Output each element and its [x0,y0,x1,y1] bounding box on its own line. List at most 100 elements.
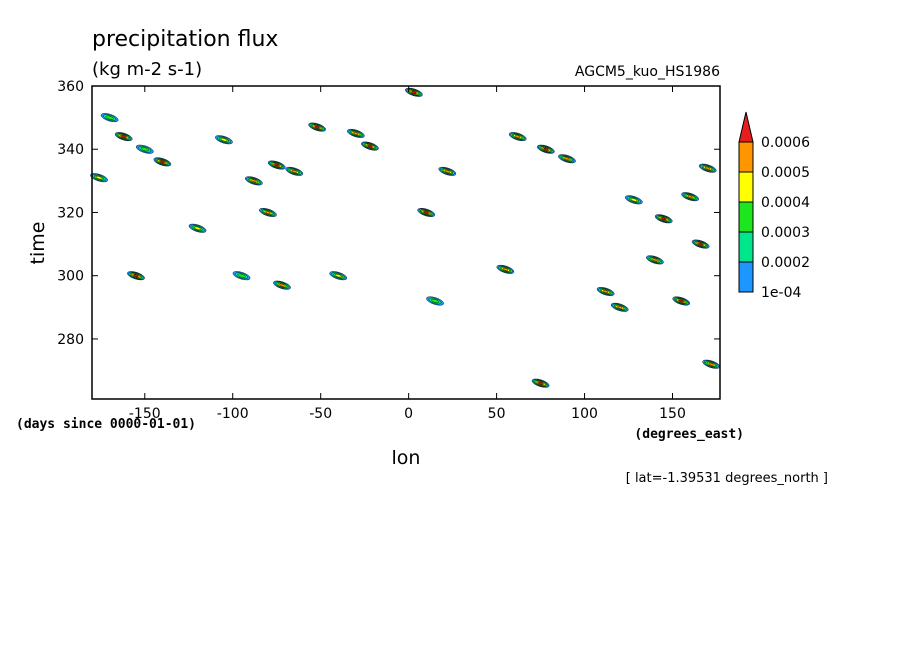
precip-cell-35 [698,163,717,173]
precip-cell-6-band-3 [194,226,201,230]
colorbar: 1e-04 0.0002 0.0003 0.0004 0.0005 0.0006 [738,111,810,301]
precip-cell-33-band-4 [687,195,693,199]
precip-cell-23-band-4 [515,135,521,139]
colorbar-label-4: 0.0005 [761,165,810,181]
precip-cell-24-band-5 [538,381,543,385]
precip-cell-20 [426,296,444,306]
y-tick-label-3: 340 [57,142,84,158]
precip-cell-13-band-4 [291,169,297,173]
chart-title: precipitation flux [92,27,278,52]
chart-source: AGCM5_kuo_HS1986 [575,64,720,80]
y-axis-units: (days since 0000-01-01) [16,417,196,432]
plot-background [92,86,720,399]
precip-cell-34-band-5 [698,242,703,246]
precip-cell-14-band-5 [314,125,320,129]
precip-cell-2-band-5 [121,135,126,138]
precip-cell-33 [681,192,699,202]
y-tick-label-1: 300 [57,269,84,285]
x-axis-ticks: -150 -100 -50 0 50 100 150 [129,86,686,422]
x-axis-label: lon [392,447,421,469]
x-tick-label-6: 150 [659,406,686,422]
precip-cell-23 [508,132,527,142]
precip-cell-9-band-4 [251,179,257,183]
precip-cell-28 [610,302,629,312]
precip-cell-32 [672,296,691,306]
colorbar-swatch-1 [738,231,754,263]
precip-cell-34 [691,239,710,249]
y-tick-label-4: 360 [57,79,84,95]
y-axis-ticks: 280 300 320 340 360 [57,79,720,348]
precip-cell-11 [267,160,286,170]
y-axis-label: time [27,222,49,265]
colorbar-swatch-4 [738,141,754,173]
colorbar-label-1: 0.0002 [761,255,810,271]
colorbar-label-3: 0.0004 [761,195,810,211]
x-tick-label-2: -50 [309,406,332,422]
y-tick-label-0: 280 [57,332,84,348]
precip-cell-19 [417,207,436,217]
chart-units: (kg m-2 s-1) [92,59,202,80]
precip-cell-16-band-4 [353,132,359,135]
precip-cell-36-band-4 [708,362,714,366]
plot-area: -150 -100 -50 0 50 100 150 280 300 320 340 360 [57,79,721,422]
x-tick-label-5: 100 [571,406,598,422]
colorbar-label-2: 0.0003 [761,225,810,241]
precip-cell-9 [245,176,263,186]
precip-cell-6 [188,223,207,233]
slice-annotation: [ lat=-1.39531 degrees_north ] [626,471,828,486]
x-axis-units: (degrees_east) [634,427,744,442]
plot-frame [91,85,721,400]
precip-cell-27 [596,287,615,296]
precip-cell-20-band-2 [430,298,440,304]
precip-cell-15 [329,271,348,281]
precip-cell-19-band-5 [423,211,429,214]
precip-cell-1-band-2 [105,115,114,120]
colorbar-swatch-0 [738,261,754,293]
precipitation-cells [90,87,721,388]
precip-cell-7 [215,135,233,145]
precip-cell-30-band-4 [652,258,658,262]
precip-cell-31-band-5 [661,217,666,221]
precip-cell-25 [537,144,555,154]
precip-cell-2 [114,132,133,142]
x-tick-label-3: 0 [404,406,413,422]
precip-cell-18 [405,87,423,97]
precip-cell-3-band-5 [133,274,139,277]
precip-cell-17 [361,141,379,151]
precip-cell-31 [654,214,673,224]
precip-cell-18-band-5 [411,91,417,94]
precip-cell-25-band-5 [543,148,549,151]
precip-cell-29 [624,195,643,205]
precip-cell-13 [285,166,304,176]
precip-cell-8-band-2 [237,273,246,278]
precip-cell-0-band-3 [95,176,103,180]
precip-cell-3 [127,271,145,281]
precip-cell-28-band-4 [617,305,623,309]
precip-cell-21 [438,166,457,176]
x-tick-label-4: 50 [488,406,506,422]
precip-cell-1 [100,113,119,123]
x-tick-label-1: -100 [217,406,249,422]
colorbar-label-5: 0.0006 [761,135,810,151]
colorbar-extend-arrow [738,111,754,143]
colorbar-swatch-2 [738,201,754,233]
colorbar-swatch-3 [738,171,754,203]
precip-cell-16 [347,128,365,138]
precip-cell-12 [273,280,291,290]
precip-cell-26-band-4 [564,157,570,161]
precip-cell-36 [702,359,721,369]
precip-cell-4 [135,144,154,154]
precip-cell-11-band-5 [274,163,279,167]
precip-cell-27-band-4 [602,290,609,293]
precip-cell-5-band-5 [160,160,165,164]
precip-cell-22 [496,264,515,274]
precip-cell-26 [558,154,576,164]
precip-cell-4-band-2 [140,147,149,152]
precip-cell-30 [646,255,664,265]
precip-cell-10-band-4 [265,211,271,214]
precip-cell-10 [259,207,277,217]
precip-cell-22-band-4 [502,267,509,271]
precip-cell-17-band-5 [367,144,373,148]
precip-cell-5 [153,157,172,167]
